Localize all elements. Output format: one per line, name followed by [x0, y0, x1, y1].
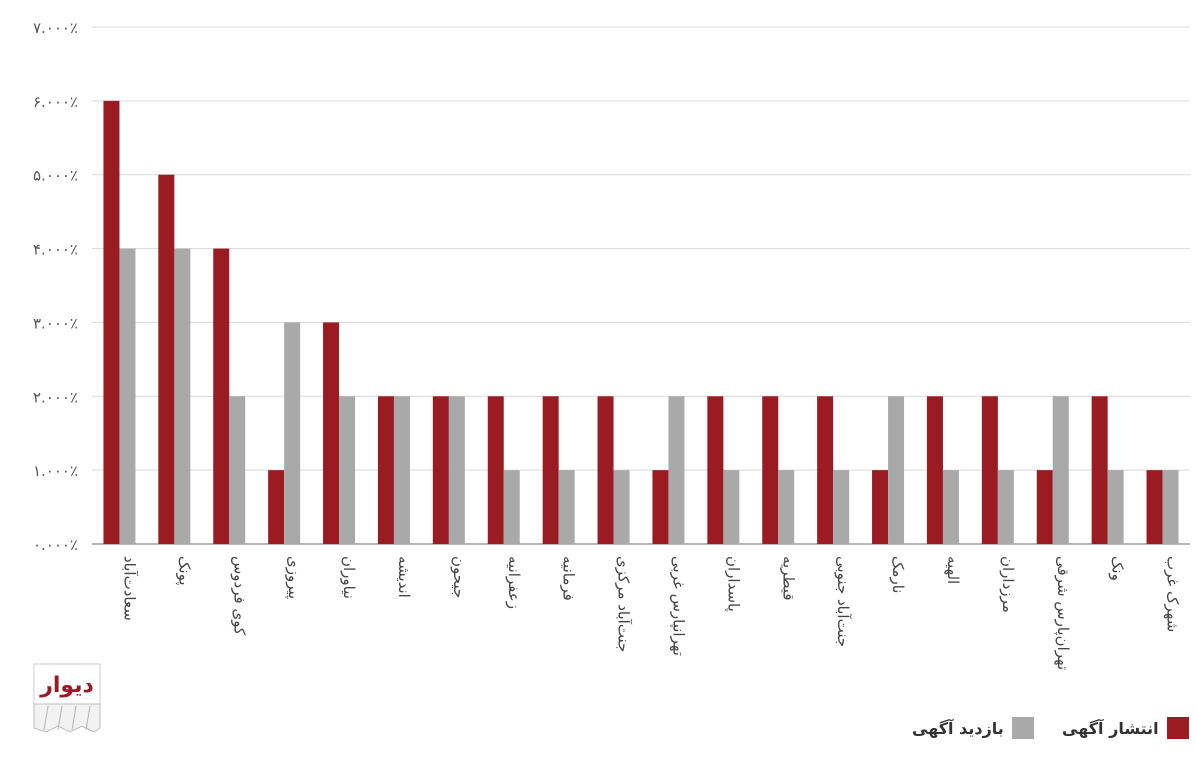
x-tick-label: پیروزی — [284, 556, 303, 599]
logo-text: دیوار — [39, 673, 94, 698]
bar-published — [377, 396, 394, 544]
bar-published — [487, 396, 504, 544]
bar-published — [1091, 396, 1108, 544]
x-tick-label: جیحون — [450, 556, 468, 598]
y-tick-label: ۴.۰۰۰٪ — [33, 241, 78, 259]
bar-visits — [503, 470, 520, 544]
bar-published — [981, 396, 998, 544]
legend-swatch-published — [1166, 717, 1189, 739]
divar-logo: دیوار — [33, 663, 101, 733]
bar-published — [762, 396, 779, 544]
x-tick-label: کوی فردوس — [230, 556, 248, 636]
bar-published — [597, 396, 614, 544]
bar-published — [817, 396, 834, 544]
legend-label-published: انتشار آگهی — [1062, 718, 1159, 738]
bars — [103, 100, 1179, 545]
bar-published — [268, 470, 285, 544]
x-tick-label: ونک — [1109, 556, 1127, 581]
bar-visits — [723, 470, 740, 544]
bar-chart: ۰.۰۰۰٪ ۱.۰۰۰٪ ۲.۰۰۰٪ ۳.۰۰۰٪ ۴.۰۰۰٪ ۵.۰۰۰٪ ۶.۰۰… — [33, 19, 1190, 670]
legend-item-published: انتشار آگهی — [1054, 714, 1189, 742]
y-tick-label: ۰.۰۰۰٪ — [33, 536, 78, 554]
bar-visits — [668, 396, 685, 544]
x-tick-label: مرزداران — [999, 556, 1017, 613]
bar-published — [872, 470, 889, 544]
bar-visits — [174, 248, 191, 545]
bar-visits — [393, 396, 410, 544]
x-tick-label: زعفرانیه — [505, 556, 523, 609]
bar-published — [432, 396, 449, 544]
x-tick-label: تهرانپارس غربی — [668, 556, 687, 656]
y-tick-label: ۷.۰۰۰٪ — [33, 19, 78, 37]
bar-published — [158, 174, 175, 544]
bar-published — [213, 248, 230, 545]
x-tick-label: فرمانیه — [560, 556, 578, 601]
bar-visits — [1107, 470, 1124, 544]
y-tick-label: ۶.۰۰۰٪ — [33, 93, 78, 111]
legend-swatch-visits — [1011, 717, 1034, 739]
x-axis-ticks: سعادت‌آباد پونک کوی فردوس پیروزی نیاوران اندی… — [120, 556, 1181, 670]
legend-label-visits: بازدید آگهی — [912, 718, 1004, 738]
x-tick-label: قیطریه — [779, 556, 797, 601]
x-tick-label: جنت‌آباد جنوبی — [834, 556, 852, 647]
x-tick-label: سعادت‌آباد — [120, 556, 138, 621]
x-tick-label: جنت‌آباد مرکزی — [615, 556, 633, 652]
bar-published — [707, 396, 724, 544]
bar-visits — [997, 470, 1014, 544]
x-tick-label: نارمک — [889, 556, 907, 593]
legend-item-visits: بازدید آگهی — [904, 714, 1034, 742]
bar-visits — [558, 470, 575, 544]
bar-visits — [833, 470, 850, 544]
bar-visits — [888, 396, 905, 544]
bar-published — [103, 100, 120, 544]
y-axis-ticks: ۰.۰۰۰٪ ۱.۰۰۰٪ ۲.۰۰۰٪ ۳.۰۰۰٪ ۴.۰۰۰٪ ۵.۰۰۰٪ ۶.۰۰… — [33, 19, 78, 554]
bar-visits — [339, 396, 356, 544]
bar-visits — [1052, 396, 1069, 544]
bar-published — [652, 470, 669, 544]
bar-visits — [229, 396, 246, 544]
gridlines — [92, 26, 1190, 545]
bar-visits — [613, 470, 630, 544]
bar-visits — [942, 470, 959, 544]
y-tick-label: ۳.۰۰۰٪ — [33, 314, 78, 332]
bar-published — [926, 396, 943, 544]
bar-visits — [778, 470, 795, 544]
x-tick-label: پاسداران — [723, 556, 742, 612]
bar-published — [542, 396, 559, 544]
x-tick-label: اندیشه — [395, 556, 413, 598]
y-tick-label: ۱.۰۰۰٪ — [33, 462, 78, 480]
bar-published — [323, 322, 340, 544]
bar-visits — [448, 396, 465, 544]
x-tick-label: شهرک غرب — [1164, 556, 1182, 632]
bar-published — [1146, 470, 1163, 544]
y-tick-label: ۲.۰۰۰٪ — [33, 388, 78, 406]
x-tick-label: الهیه — [944, 556, 962, 584]
x-tick-label: پونک — [174, 556, 193, 586]
x-tick-label: نیاوران — [340, 556, 358, 599]
bar-visits — [284, 322, 301, 544]
x-tick-label: تهران‌پارس شرقی — [1053, 556, 1072, 670]
bar-visits — [1162, 470, 1179, 544]
bar-visits — [119, 248, 136, 545]
bar-published — [1036, 470, 1053, 544]
y-tick-label: ۵.۰۰۰٪ — [33, 167, 78, 185]
